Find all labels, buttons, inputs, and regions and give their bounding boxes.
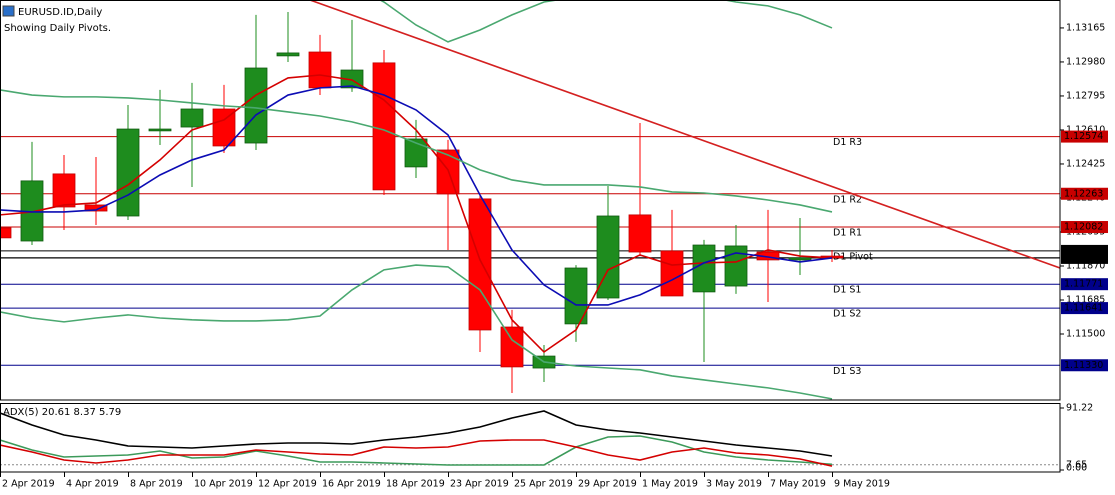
symbol-icon [2, 5, 15, 17]
price-label: 1.11914 [1064, 252, 1103, 263]
candle-body [84, 204, 108, 212]
price-frame [0, 0, 1061, 401]
candle-body [148, 128, 172, 132]
candle-body [692, 244, 716, 293]
x-tick-label: 12 Apr 2019 [258, 479, 317, 490]
y-tick-label: 0.00 [1066, 463, 1087, 474]
y-tick-label: 1.12980 [1066, 56, 1105, 67]
price-label-box [1061, 221, 1108, 234]
price-label: 1.11952 [1064, 245, 1103, 256]
indicator-line [0, 89, 833, 213]
y-tick-label: 91.22 [1066, 403, 1093, 414]
indicator-line [0, 85, 833, 306]
indicator-line [0, 264, 833, 400]
price-label: 1.11641 [1064, 303, 1103, 314]
x-tick-label: 23 Apr 2019 [450, 479, 509, 490]
price-label: 1.11771 [1064, 279, 1103, 290]
candle-body [52, 173, 76, 208]
x-tick-label: 25 Apr 2019 [514, 479, 573, 490]
indicator-line [378, 0, 833, 43]
chart-subtitle: Showing Daily Pivots. [4, 23, 111, 34]
adx-title: ADX(5) 20.61 8.37 5.79 [3, 407, 121, 418]
candle-body [596, 215, 620, 299]
chart-title: EURUSD.ID,Daily [18, 7, 102, 18]
candle-body [116, 128, 140, 217]
indicator-line [0, 439, 833, 467]
y-tick-label: 1.11500 [1066, 329, 1105, 340]
candle-body [404, 138, 428, 168]
price-label-box [1061, 187, 1108, 200]
price-label-box [1061, 130, 1108, 143]
x-tick-label: 3 May 2019 [706, 479, 762, 490]
candle-body [0, 227, 12, 239]
price-label: 1.12263 [1064, 188, 1103, 199]
trendline [309, 0, 1060, 269]
x-tick-label: 29 Apr 2019 [578, 479, 637, 490]
candle-body [500, 326, 524, 368]
indicator-line [0, 74, 833, 354]
pivot-name: D1 R1 [833, 228, 862, 239]
candle-body [244, 67, 268, 144]
x-tick-label: 18 Apr 2019 [386, 479, 445, 490]
adx-plot [0, 410, 1060, 467]
indicator-line [0, 410, 833, 457]
x-tick-label: 10 Apr 2019 [194, 479, 253, 490]
candle-body [276, 52, 300, 57]
axes: 1.13165 1.12980 1.12795 1.12610 1.12425 1.122… [0, 22, 1108, 490]
price-plot: D1 R3 D1 R2 D1 R1 D1 Pivot D1 S1 D1 S2 D1 S3 [0, 0, 1060, 400]
price-label-box [1061, 359, 1108, 372]
candle-body [180, 108, 204, 128]
pivot-name: D1 R2 [833, 194, 862, 205]
candle-body [372, 62, 396, 191]
y-tick-label: 1.12425 [1066, 158, 1105, 169]
candle-body [212, 108, 236, 147]
candle-body [564, 267, 588, 325]
pivot-name: D1 S3 [833, 366, 861, 377]
pivot-name: D1 S1 [833, 285, 861, 296]
candle-body [788, 257, 812, 261]
x-tick-label: 4 Apr 2019 [66, 479, 119, 490]
pivot-name: D1 R3 [833, 137, 862, 148]
x-tick-label: 2 Apr 2019 [2, 479, 55, 490]
pivot-name: D1 Pivot [833, 251, 873, 262]
price-label: 1.12574 [1064, 131, 1103, 142]
level-label: 7.65 [1066, 459, 1087, 470]
y-tick-label: 1.11870 [1066, 260, 1105, 271]
price-label-box [1061, 302, 1108, 315]
candle-body [724, 245, 748, 287]
y-tick-label: 1.13165 [1066, 22, 1105, 33]
x-tick-label: 16 Apr 2019 [322, 479, 381, 490]
y-tick-label: 1.11685 [1066, 295, 1105, 306]
x-tick-label: 9 May 2019 [834, 479, 890, 490]
adx-frame [0, 403, 1061, 473]
y-tick-label: 1.12795 [1066, 90, 1105, 101]
y-tick-label: 1.12610 [1066, 124, 1105, 135]
pivot-name: D1 S2 [833, 309, 861, 320]
x-tick-label: 7 May 2019 [770, 479, 826, 490]
candle-body [468, 198, 492, 331]
price-label: 1.11330 [1064, 360, 1103, 371]
candle-body [308, 51, 332, 89]
price-label-box [1061, 278, 1108, 291]
price-label: 1.12082 [1064, 222, 1103, 233]
price-label-box [1061, 251, 1108, 264]
candle-body [660, 250, 684, 297]
x-tick-label: 1 May 2019 [642, 479, 698, 490]
x-tick-label: 8 Apr 2019 [130, 479, 183, 490]
candle-body [628, 214, 652, 253]
